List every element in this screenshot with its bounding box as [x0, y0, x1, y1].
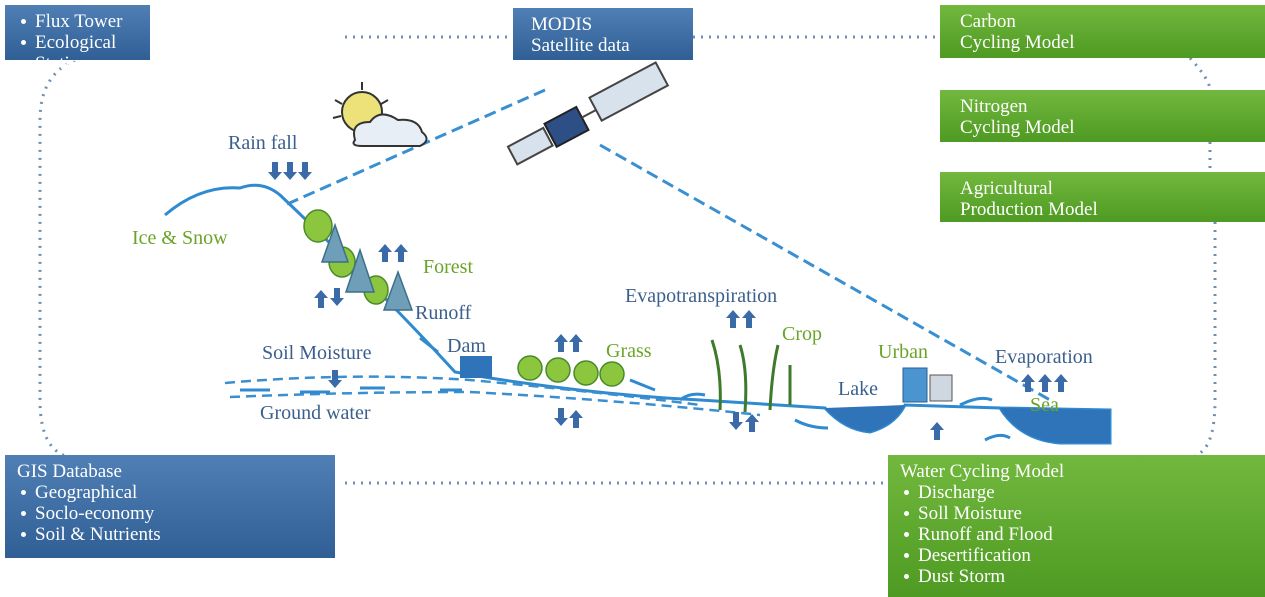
label: Crop [782, 323, 822, 346]
label: Urban [878, 341, 928, 364]
box-item: Discharge [900, 482, 1253, 503]
gis-box: GIS Database Geographical Soclo-economy … [5, 455, 335, 558]
box-item: Desertification [900, 545, 1253, 566]
box-line: Nitrogen [960, 96, 1253, 117]
label: Forest [423, 256, 473, 279]
box-line: Satellite data [531, 35, 681, 56]
label: Sea [1030, 394, 1059, 417]
box-item: Flux Tower [17, 11, 138, 32]
agricultural-box: Agricultural Production Model [940, 172, 1265, 222]
box-item: Geographical [17, 482, 323, 503]
label: Ice & Snow [132, 227, 228, 250]
label: Lake [838, 378, 878, 401]
label: Grass [606, 340, 652, 363]
label: Evapotranspiration [625, 285, 777, 308]
box-item: Soll Moisture [900, 503, 1253, 524]
box-line: Cycling Model [960, 32, 1253, 53]
label: Ground water [260, 402, 371, 425]
box-line: Carbon [960, 11, 1253, 32]
box-title: GIS Database [17, 461, 323, 482]
box-item: Dust Storm [900, 566, 1253, 587]
box-item: Ecological Station [17, 32, 138, 74]
box-title: Water Cycling Model [900, 461, 1253, 482]
label: Dam [447, 335, 486, 358]
carbon-box: Carbon Cycling Model [940, 5, 1265, 58]
box-item: Soclo-economy [17, 503, 323, 524]
box-line: Cycling Model [960, 117, 1253, 138]
box-item: Runoff and Flood [900, 524, 1253, 545]
box-line: Production Model [960, 199, 1253, 220]
label: Rain fall [228, 132, 297, 155]
box-line: MODIS [531, 14, 681, 35]
page: Flux Tower Ecological Station MODIS Sate… [0, 0, 1265, 597]
label: Runoff [415, 302, 471, 325]
box-line: Agricultural [960, 178, 1253, 199]
box-item: Soil & Nutrients [17, 524, 323, 545]
nitrogen-box: Nitrogen Cycling Model [940, 90, 1265, 142]
label: Evaporation [995, 346, 1093, 369]
water-box: Water Cycling Model Discharge Soll Moist… [888, 455, 1265, 597]
modis-box: MODIS Satellite data [513, 8, 693, 60]
label: Soil Moisture [262, 342, 371, 365]
flux-box: Flux Tower Ecological Station [5, 5, 150, 60]
